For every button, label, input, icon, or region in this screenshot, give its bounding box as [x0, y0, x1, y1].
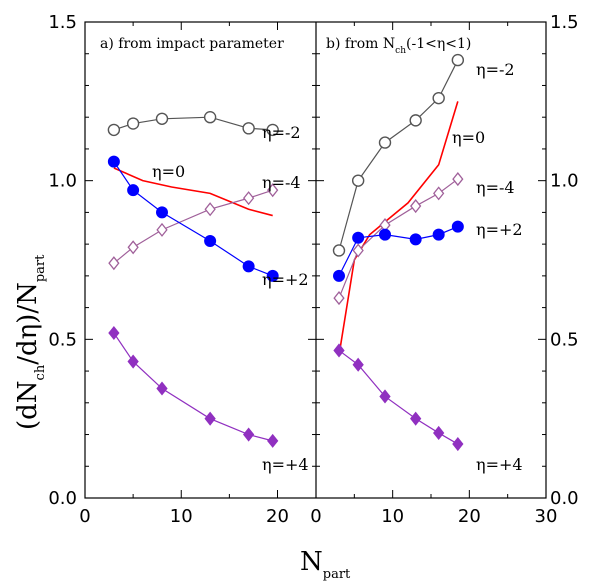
x-tick-label: 20	[266, 506, 289, 527]
series-0: η=-2	[107, 110, 301, 142]
series-label: η=-2	[262, 123, 301, 142]
x-axis-label: Npart	[300, 547, 351, 581]
series-2: η=-4	[108, 173, 301, 271]
data-point	[156, 381, 168, 396]
series-4: η=+4	[108, 325, 309, 474]
series-label: η=+2	[262, 270, 309, 289]
x-tick-label: 0	[79, 506, 90, 527]
series-label: η=+2	[476, 220, 523, 239]
data-point	[451, 53, 465, 67]
x-tick-label: 10	[170, 506, 193, 527]
panel-a-title: a) from impact parameter	[100, 36, 284, 52]
series-4: η=+4	[333, 343, 523, 474]
data-point	[267, 183, 279, 198]
axis-ticks: 0.0 0.0 0.5 0.5 1.0 1.0 1.5 1.5 0 10 20 0 10 20 30	[48, 12, 578, 527]
data-point	[409, 233, 422, 246]
series-label: η=+4	[476, 455, 523, 474]
data-point	[107, 155, 120, 168]
data-point	[126, 117, 140, 130]
data-point	[155, 112, 169, 125]
series-line	[113, 332, 273, 442]
y-tick-label-right: 1.5	[550, 12, 579, 33]
data-point	[156, 222, 168, 237]
data-point	[409, 114, 422, 127]
data-point	[267, 433, 279, 448]
y-tick-label-left: 1.5	[48, 12, 77, 33]
panel-b: η=-2 η=0 η=-4 η=+2 η=+4	[332, 53, 523, 474]
series-line	[338, 101, 459, 356]
data-point	[203, 110, 217, 124]
series-2: η=-4	[333, 172, 515, 306]
series-line	[113, 167, 273, 217]
series-label: η=0	[152, 162, 185, 181]
data-point	[379, 389, 391, 404]
series-label: η=-2	[476, 60, 515, 79]
data-point	[432, 91, 445, 105]
series-3: η=+2	[333, 220, 523, 282]
y-tick-label-left: 1.0	[48, 171, 77, 192]
data-point	[107, 123, 121, 137]
data-point	[242, 427, 255, 442]
data-point	[433, 186, 445, 201]
data-point	[204, 411, 216, 426]
series-1: η=0	[113, 162, 273, 217]
y-tick-label-right: 1.0	[550, 171, 579, 192]
data-point	[432, 228, 445, 241]
x-tick-label: 0	[310, 506, 321, 527]
data-point	[266, 123, 279, 137]
data-point	[242, 122, 255, 135]
y-axis-label: (dNch/dη)/Npart	[13, 254, 48, 430]
x-tick-label: 10	[381, 506, 404, 527]
series-line	[338, 59, 459, 251]
data-point	[379, 228, 391, 241]
series-label: η=0	[452, 128, 485, 147]
data-point	[333, 291, 345, 306]
data-point	[127, 184, 140, 197]
series-label: η=+4	[262, 455, 309, 474]
data-point	[127, 240, 139, 255]
data-point	[410, 199, 422, 214]
data-point	[127, 354, 139, 369]
data-point	[332, 244, 346, 257]
series-0: η=-2	[332, 53, 515, 257]
data-point	[108, 256, 120, 271]
series-3: η=+2	[107, 155, 309, 289]
data-point	[352, 243, 364, 258]
data-point	[378, 136, 392, 149]
data-point	[204, 234, 217, 247]
y-tick-label-left: 0.5	[48, 329, 77, 350]
panel-b-title: b) from Nch(-1<η<1)	[326, 36, 471, 56]
data-point	[156, 206, 168, 219]
series-label: η=-4	[262, 173, 301, 192]
data-point	[204, 202, 216, 217]
y-tick-label-left: 0.0	[48, 488, 77, 509]
data-point	[433, 425, 445, 440]
plot-frame	[84, 21, 547, 499]
data-point	[108, 325, 120, 341]
data-point	[242, 191, 255, 206]
data-point	[266, 269, 279, 282]
panel-a: η=-2 η=0 η=-4 η=+2 η=+4	[107, 110, 309, 474]
data-point	[333, 269, 345, 282]
data-point	[352, 231, 365, 244]
data-point	[452, 172, 464, 187]
data-point	[351, 174, 365, 187]
data-point	[333, 343, 345, 358]
data-point	[410, 411, 422, 426]
data-point	[451, 220, 464, 233]
data-point	[352, 357, 364, 372]
x-tick-label: 30	[535, 506, 558, 527]
y-tick-label-right: 0.0	[550, 488, 579, 509]
y-tick-label-right: 0.5	[550, 329, 579, 350]
data-point	[242, 260, 255, 273]
series-label: η=-4	[476, 178, 515, 197]
x-tick-label: 20	[458, 506, 481, 527]
data-point	[452, 437, 464, 452]
